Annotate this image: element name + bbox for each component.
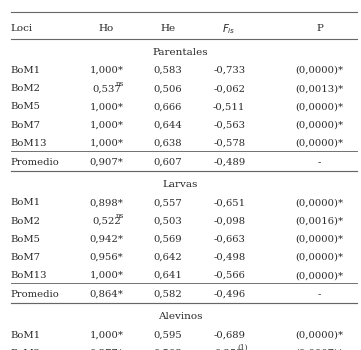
Text: BoM7: BoM7	[11, 121, 41, 130]
Text: 1,000*: 1,000*	[90, 103, 123, 111]
Text: -0,511: -0,511	[213, 103, 245, 111]
Text: BoM7: BoM7	[11, 253, 41, 262]
Text: -0,566: -0,566	[213, 271, 245, 280]
Text: 0,569: 0,569	[153, 235, 182, 244]
Text: 0,638: 0,638	[153, 139, 182, 148]
Text: BoM5: BoM5	[11, 235, 41, 244]
Text: 1,000*: 1,000*	[90, 331, 123, 340]
Text: 0,595: 0,595	[153, 331, 182, 340]
Text: 1,000*: 1,000*	[90, 66, 123, 75]
Text: Promedio: Promedio	[11, 290, 60, 299]
Text: $F_{is}$: $F_{is}$	[222, 22, 236, 36]
Text: (0,0000)*: (0,0000)*	[295, 331, 344, 340]
Text: 0,956*: 0,956*	[90, 253, 123, 262]
Text: 0,607: 0,607	[153, 158, 182, 167]
Text: -0,496: -0,496	[213, 290, 245, 299]
Text: 0,644: 0,644	[153, 121, 182, 130]
Text: (0,0000)*: (0,0000)*	[295, 103, 344, 111]
Text: BoM2: BoM2	[11, 349, 41, 350]
Text: 0,907*: 0,907*	[90, 158, 123, 167]
Text: 0,642: 0,642	[153, 253, 182, 262]
Text: BoM1: BoM1	[11, 66, 41, 75]
Text: -0,563: -0,563	[213, 121, 245, 130]
Text: Larvas: Larvas	[163, 180, 198, 189]
Text: BoM1: BoM1	[11, 198, 41, 207]
Text: (0,0000)*: (0,0000)*	[295, 253, 344, 262]
Text: 0,503: 0,503	[153, 217, 182, 225]
Text: 0,582: 0,582	[153, 290, 182, 299]
Text: ns: ns	[116, 212, 124, 220]
Text: 0,557: 0,557	[153, 198, 182, 207]
Text: (0,0000)*: (0,0000)*	[295, 121, 344, 130]
Text: Promedio: Promedio	[11, 158, 60, 167]
Text: 0,898*: 0,898*	[90, 198, 123, 207]
Text: BoM13: BoM13	[11, 139, 47, 148]
Text: BoM5: BoM5	[11, 103, 41, 111]
Text: 0,537: 0,537	[92, 84, 121, 93]
Text: BoM2: BoM2	[11, 84, 41, 93]
Text: -: -	[318, 158, 321, 167]
Text: 0,377*: 0,377*	[90, 349, 123, 350]
Text: 0,942*: 0,942*	[90, 235, 123, 244]
Text: -0,062: -0,062	[213, 84, 245, 93]
Text: -0,733: -0,733	[213, 66, 245, 75]
Text: (0,0000)*: (0,0000)*	[295, 66, 344, 75]
Text: 0,666: 0,666	[154, 103, 182, 111]
Text: Ho: Ho	[99, 24, 114, 33]
Text: -0,578: -0,578	[213, 139, 245, 148]
Text: (0,0016)*: (0,0016)*	[295, 217, 344, 225]
Text: -0,489: -0,489	[213, 158, 245, 167]
Text: ns: ns	[116, 79, 124, 88]
Text: 0,503: 0,503	[153, 349, 182, 350]
Text: BoM13: BoM13	[11, 271, 47, 280]
Text: 0,641: 0,641	[153, 271, 182, 280]
Text: (0,0000)*: (0,0000)*	[295, 139, 344, 148]
Text: 1,000*: 1,000*	[90, 271, 123, 280]
Text: 0,583: 0,583	[153, 66, 182, 75]
Text: P: P	[316, 24, 323, 33]
Text: 1,000*: 1,000*	[90, 139, 123, 148]
Text: 1,000*: 1,000*	[90, 121, 123, 130]
Text: He: He	[160, 24, 175, 33]
Text: -0,098: -0,098	[213, 217, 245, 225]
Text: (0,0000)*: (0,0000)*	[295, 235, 344, 244]
Text: -0,651: -0,651	[213, 198, 245, 207]
Text: (1): (1)	[238, 344, 248, 350]
Text: Alevinos: Alevinos	[158, 313, 203, 321]
Text: BoM1: BoM1	[11, 331, 41, 340]
Text: -0,498: -0,498	[213, 253, 245, 262]
Text: 0,522: 0,522	[92, 217, 121, 225]
Text: (0,0000)*: (0,0000)*	[295, 271, 344, 280]
Text: -0,663: -0,663	[213, 235, 245, 244]
Text: Loci: Loci	[11, 24, 33, 33]
Text: 0,864*: 0,864*	[90, 290, 123, 299]
Text: -: -	[318, 290, 321, 299]
Text: 0,252: 0,252	[215, 349, 244, 350]
Text: -0,689: -0,689	[213, 331, 245, 340]
Text: (0,0007)*: (0,0007)*	[295, 349, 344, 350]
Text: (0,0000)*: (0,0000)*	[295, 198, 344, 207]
Text: 0,506: 0,506	[153, 84, 182, 93]
Text: (0,0013)*: (0,0013)*	[295, 84, 344, 93]
Text: Parentales: Parentales	[153, 48, 208, 57]
Text: BoM2: BoM2	[11, 217, 41, 225]
